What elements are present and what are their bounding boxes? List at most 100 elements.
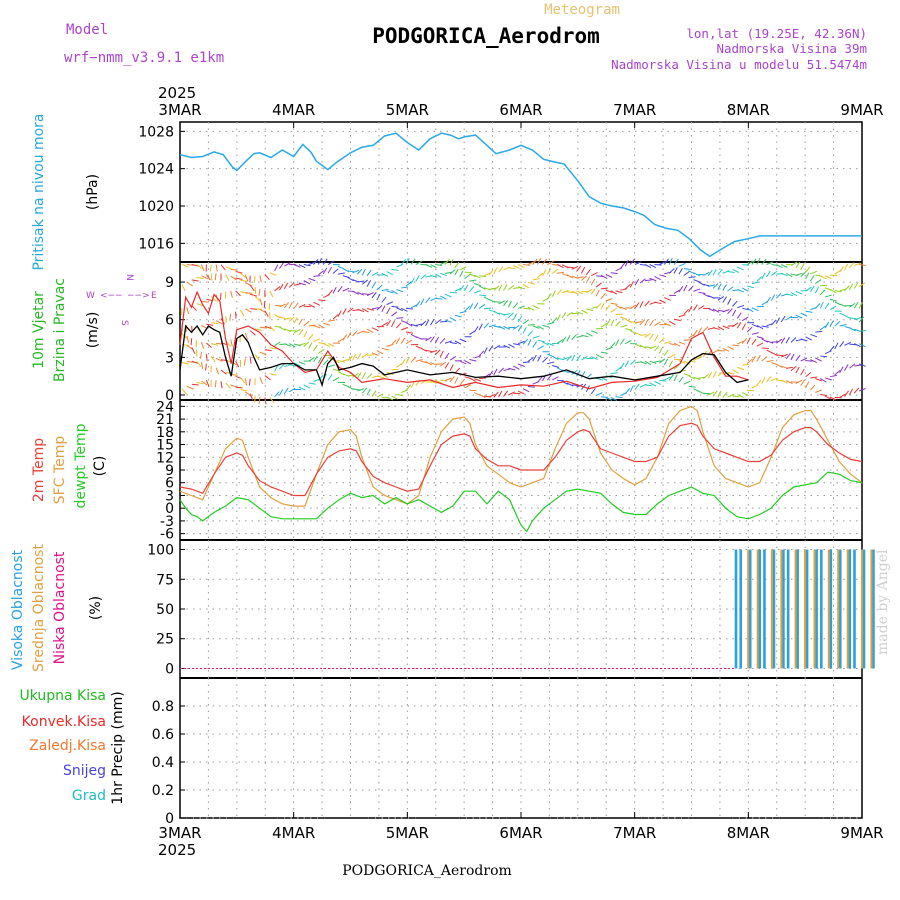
wind-arrow bbox=[576, 354, 581, 362]
wind-arrow bbox=[259, 326, 267, 329]
wind-arrow bbox=[571, 290, 579, 295]
wind-arrow bbox=[620, 324, 628, 328]
wind-arrow bbox=[240, 272, 247, 279]
wind-arrow bbox=[722, 284, 727, 291]
wind-arrow bbox=[220, 264, 226, 271]
wind-arrow bbox=[288, 316, 295, 322]
wind-arrow bbox=[761, 300, 768, 306]
wind-arrow bbox=[795, 261, 801, 269]
wind-arrow bbox=[235, 360, 240, 368]
mid-cloud-bar bbox=[813, 549, 816, 669]
wind-arrow bbox=[532, 278, 540, 281]
wind-arrow bbox=[430, 264, 437, 269]
wind-arrow bbox=[673, 258, 679, 265]
wind-arrow bbox=[454, 340, 462, 345]
wind-arrow bbox=[673, 289, 681, 294]
wind-arrow bbox=[693, 376, 701, 380]
wind-arrow bbox=[406, 307, 414, 310]
wind-arrow bbox=[405, 331, 414, 334]
wind-arrow bbox=[727, 286, 734, 292]
y-tick-label: 0 bbox=[165, 661, 174, 677]
wind-arrow bbox=[639, 344, 647, 349]
wind-arrow bbox=[546, 374, 552, 381]
wind-arrow bbox=[283, 302, 290, 309]
wind-arrow bbox=[391, 395, 398, 400]
wind-arrow bbox=[298, 342, 306, 346]
wind-arrow bbox=[615, 290, 623, 294]
wind-arrow bbox=[551, 268, 558, 274]
wind-arrow bbox=[839, 266, 845, 273]
wind-arrows bbox=[180, 258, 867, 405]
wind-arrow bbox=[556, 339, 564, 344]
y-tick-label: 1024 bbox=[138, 162, 174, 178]
wind-arrow bbox=[829, 288, 837, 294]
wind-arrow bbox=[775, 292, 782, 299]
wind-arrow bbox=[229, 313, 232, 321]
wind-arrow bbox=[624, 388, 630, 395]
wind-arrow bbox=[386, 396, 394, 401]
top-date-label: 5MAR bbox=[386, 101, 429, 119]
wind-arrow bbox=[479, 294, 487, 297]
wind-arrow bbox=[454, 367, 461, 374]
wind-arrow bbox=[790, 261, 798, 266]
wind-arrow bbox=[805, 381, 810, 389]
y-tick-label: 100 bbox=[147, 543, 174, 559]
wind-arrow bbox=[663, 349, 669, 356]
y-tick-label: -6 bbox=[160, 527, 174, 543]
wind-arrow bbox=[332, 286, 337, 294]
wind-arrow bbox=[658, 346, 664, 354]
wind-arrow bbox=[469, 279, 477, 282]
wind-arrow bbox=[288, 301, 293, 309]
y-tick-label: 21 bbox=[156, 412, 174, 428]
wind-arrow bbox=[707, 372, 713, 379]
wind-arrow bbox=[269, 272, 277, 276]
watermark: made by Angel bbox=[875, 549, 891, 655]
sfc-temp-label: SFC Temp bbox=[52, 436, 68, 505]
wind-arrow bbox=[268, 303, 271, 311]
wind-arrow bbox=[634, 383, 640, 390]
wind-arrow bbox=[279, 326, 286, 331]
wind-arrow bbox=[605, 320, 611, 327]
wind-arrow bbox=[824, 302, 830, 310]
wind-arrow bbox=[629, 385, 634, 393]
high-cloud-bar bbox=[763, 549, 766, 669]
model-elevation-text: Nadmorska Visina u modelu 51.5474m bbox=[611, 57, 867, 72]
wind-arrow bbox=[337, 272, 345, 275]
wind-arrow bbox=[517, 390, 525, 395]
wind-arrow bbox=[717, 371, 724, 377]
wind-arrow bbox=[668, 268, 675, 274]
wind-arrow bbox=[327, 289, 333, 296]
wind-arrow bbox=[517, 286, 525, 290]
wind-arrow bbox=[323, 322, 331, 326]
wind-arrow bbox=[746, 285, 754, 289]
wind-arrow bbox=[434, 349, 441, 356]
wind-arrow bbox=[405, 339, 413, 345]
high-cloud-bar bbox=[872, 549, 875, 669]
wind-arrow bbox=[313, 301, 321, 306]
wind-arrow bbox=[474, 283, 482, 287]
wind-arrow bbox=[829, 396, 837, 401]
y-tick-label: 0 bbox=[165, 811, 174, 827]
high-cloud-bar bbox=[796, 549, 799, 669]
wind-arrow bbox=[488, 269, 494, 276]
mid-cloud-bar bbox=[804, 549, 807, 669]
wind-arrow bbox=[576, 370, 581, 377]
wind-arrow bbox=[357, 388, 365, 392]
wind-arrow bbox=[240, 279, 248, 282]
wind-arrow bbox=[396, 317, 404, 319]
wind-arrow bbox=[215, 367, 220, 375]
wind-arrow bbox=[186, 345, 194, 350]
wind-arrow bbox=[435, 379, 442, 384]
wind-arrow bbox=[332, 377, 340, 382]
wind-arrow bbox=[659, 260, 666, 265]
wind-arrow bbox=[800, 368, 805, 376]
wind-arrow bbox=[785, 315, 793, 321]
y-tick-label: 9 bbox=[165, 463, 174, 479]
wind-arrow bbox=[444, 340, 452, 344]
wind-arrow bbox=[810, 359, 817, 363]
pressure-ylabel: Pritisak na nivou mora bbox=[31, 113, 47, 270]
wind-arrow bbox=[434, 336, 439, 344]
wind-arrow bbox=[186, 361, 194, 363]
wind-arrow bbox=[756, 324, 764, 330]
wind-arrow bbox=[215, 357, 223, 362]
